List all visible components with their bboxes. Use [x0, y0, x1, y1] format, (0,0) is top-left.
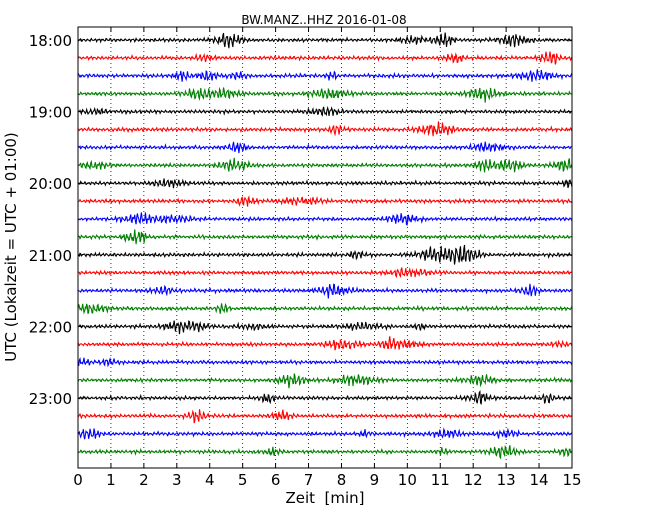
trace-row	[77, 212, 573, 226]
trace-row	[77, 121, 573, 137]
y-tick-label: 23:00	[29, 390, 72, 408]
x-tick-label: 8	[337, 471, 347, 489]
chart-title: BW.MANZ..HHZ 2016-01-08	[241, 13, 406, 27]
x-tick-label: 12	[464, 471, 483, 489]
y-tick-label: 22:00	[29, 318, 72, 336]
trace-row	[77, 283, 573, 299]
trace-row	[77, 51, 573, 65]
x-axis-ticks: 0 1 2 3 4 5 6 7 8 9 10 11 12 13 14 15	[73, 27, 582, 489]
x-tick-label: 11	[431, 471, 450, 489]
x-tick-label: 7	[304, 471, 314, 489]
trace-row	[77, 427, 573, 440]
trace-row	[77, 229, 573, 245]
trace-row	[77, 86, 573, 103]
x-tick-label: 13	[497, 471, 516, 489]
trace-row	[77, 69, 573, 82]
vertical-grid	[110, 27, 540, 468]
x-tick-label: 2	[139, 471, 149, 489]
trace-row	[77, 409, 573, 424]
trace-row	[77, 195, 573, 207]
trace-row	[77, 389, 573, 405]
y-tick-label: 18:00	[29, 32, 72, 50]
trace-row	[77, 319, 573, 335]
x-tick-label: 5	[238, 471, 248, 489]
trace-row	[77, 178, 573, 189]
trace-row	[77, 244, 573, 265]
trace-row	[77, 32, 573, 49]
y-axis-label: UTC (Lokalzeit = UTC + 01:00)	[2, 132, 20, 362]
trace-row	[77, 373, 573, 389]
trace-row	[77, 445, 573, 460]
y-tick-label: 19:00	[29, 104, 72, 122]
x-tick-label: 10	[398, 471, 417, 489]
y-axis-ticks: 18:00 19:00 20:00 21:00 22:00 23:00	[29, 32, 572, 408]
trace-rows	[77, 32, 573, 460]
trace-row	[77, 356, 573, 368]
plot-frame	[77, 26, 573, 469]
x-tick-label: 6	[271, 471, 281, 489]
y-tick-label: 20:00	[29, 175, 72, 193]
x-tick-label: 15	[562, 471, 581, 489]
x-tick-label: 14	[530, 471, 549, 489]
trace-row	[77, 105, 573, 117]
trace-row	[77, 267, 573, 279]
x-tick-label: 1	[106, 471, 116, 489]
x-tick-label: 0	[73, 471, 83, 489]
trace-row	[77, 157, 573, 173]
x-tick-label: 9	[370, 471, 380, 489]
trace-row	[77, 141, 573, 154]
x-tick-label: 4	[205, 471, 215, 489]
trace-row	[77, 336, 573, 351]
x-axis-label: Zeit [min]	[285, 489, 364, 507]
trace-row	[77, 302, 573, 315]
x-tick-label: 3	[172, 471, 182, 489]
y-tick-label: 21:00	[29, 247, 72, 265]
